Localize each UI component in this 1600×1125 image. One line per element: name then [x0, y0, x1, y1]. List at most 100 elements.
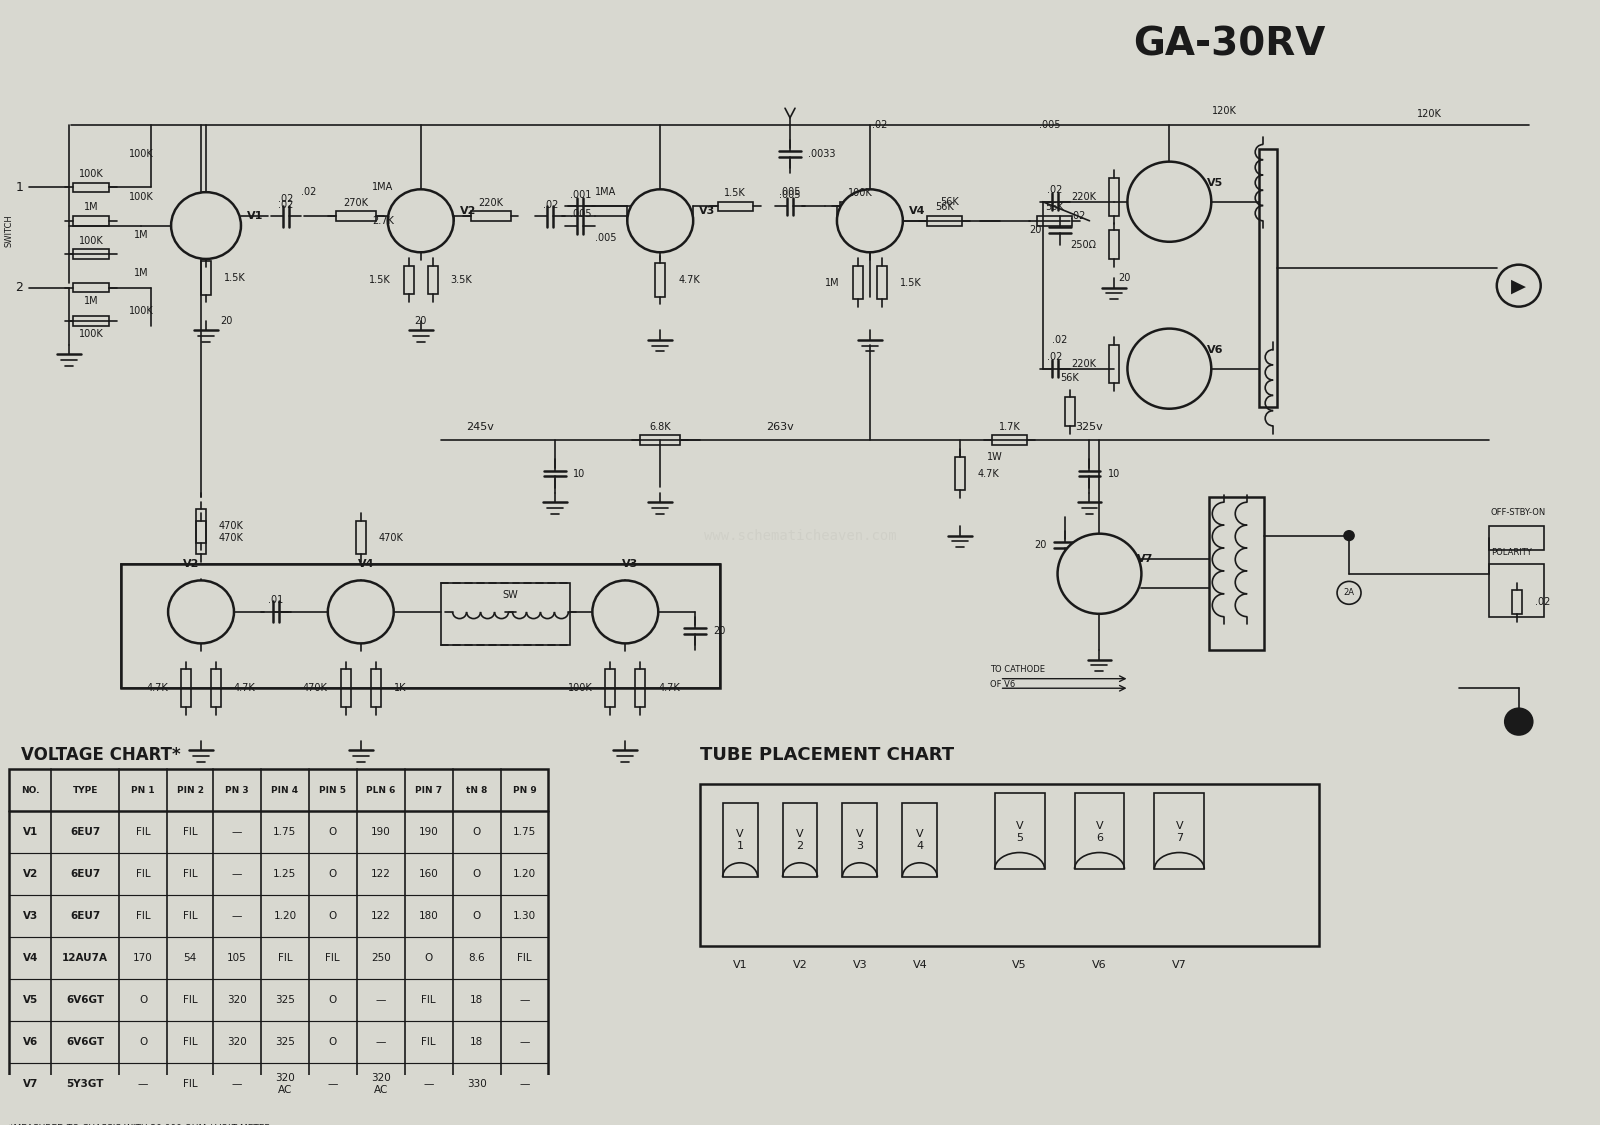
Text: 12AU7A: 12AU7A — [62, 953, 109, 963]
Text: 100K: 100K — [128, 306, 154, 316]
Bar — [1490, 526, 1544, 550]
Text: 190: 190 — [371, 827, 390, 837]
Text: —: — — [232, 911, 242, 921]
Text: 1.20: 1.20 — [514, 870, 536, 880]
Text: 18: 18 — [470, 996, 483, 1005]
Bar — [782, 803, 818, 878]
Text: .005: .005 — [779, 187, 800, 197]
Bar — [1075, 793, 1125, 870]
Text: O: O — [424, 953, 432, 963]
Bar — [1064, 397, 1075, 426]
Text: 320: 320 — [227, 996, 246, 1005]
Text: 1.20: 1.20 — [274, 911, 296, 921]
Text: 20: 20 — [414, 316, 427, 326]
Text: —: — — [520, 1037, 530, 1047]
Text: .005: .005 — [570, 209, 590, 219]
Text: .02: .02 — [872, 120, 888, 130]
Text: 1W: 1W — [987, 452, 1003, 462]
Text: 6V6GT: 6V6GT — [66, 996, 104, 1005]
Text: 1.75: 1.75 — [514, 827, 536, 837]
Text: V6: V6 — [1206, 344, 1224, 354]
Bar — [701, 784, 1318, 946]
Text: O: O — [328, 827, 338, 837]
Text: 4.7K: 4.7K — [978, 469, 1000, 478]
Text: V5: V5 — [22, 996, 38, 1005]
Text: FIL: FIL — [136, 827, 150, 837]
Bar — [843, 803, 877, 878]
Text: 320: 320 — [227, 1037, 246, 1047]
Text: .02: .02 — [1070, 212, 1085, 220]
Text: PIN 4: PIN 4 — [272, 785, 299, 794]
Bar — [1109, 344, 1120, 383]
Text: 1.30: 1.30 — [514, 911, 536, 921]
Text: 470K: 470K — [219, 532, 243, 542]
Text: V4: V4 — [909, 206, 925, 216]
Bar — [1210, 497, 1264, 650]
Bar — [74, 316, 109, 326]
Bar — [1109, 178, 1120, 216]
Text: tN 8: tN 8 — [466, 785, 488, 794]
Text: FIL: FIL — [182, 911, 197, 921]
Text: .02: .02 — [1051, 335, 1067, 345]
Bar — [202, 261, 211, 295]
Text: 4.7K: 4.7K — [146, 683, 168, 693]
Bar — [122, 565, 720, 688]
Text: 1M: 1M — [134, 268, 149, 278]
Text: 10: 10 — [1107, 469, 1120, 478]
Text: —: — — [520, 1079, 530, 1089]
Text: 1.5K: 1.5K — [224, 273, 246, 284]
Text: V1: V1 — [22, 827, 38, 837]
Circle shape — [328, 580, 394, 643]
Text: 122: 122 — [371, 911, 390, 921]
Text: PN 1: PN 1 — [131, 785, 155, 794]
Bar — [211, 669, 221, 708]
Text: 6V6GT: 6V6GT — [66, 1037, 104, 1047]
Bar — [902, 803, 938, 878]
Text: V3: V3 — [699, 206, 715, 216]
Circle shape — [592, 580, 658, 643]
Text: .005: .005 — [595, 233, 616, 243]
Text: 100K: 100K — [78, 169, 104, 179]
Circle shape — [1504, 709, 1533, 735]
Text: 5Y3GT: 5Y3GT — [67, 1079, 104, 1089]
Text: OF V6: OF V6 — [990, 680, 1014, 688]
Text: 120K: 120K — [1416, 109, 1442, 119]
Text: 470K: 470K — [302, 683, 328, 693]
Text: 10: 10 — [573, 469, 586, 478]
Text: FIL: FIL — [182, 1079, 197, 1089]
Text: V7: V7 — [1138, 555, 1154, 565]
Text: NO.: NO. — [21, 785, 40, 794]
Text: FIL: FIL — [136, 870, 150, 880]
Text: —: — — [138, 1079, 149, 1089]
Text: 4.7K: 4.7K — [678, 274, 699, 285]
Text: 100K: 100K — [128, 148, 154, 159]
Text: V2: V2 — [459, 206, 475, 216]
Text: PIN 2: PIN 2 — [176, 785, 203, 794]
Circle shape — [837, 189, 902, 252]
Text: FIL: FIL — [136, 911, 150, 921]
Text: V
6: V 6 — [1096, 821, 1104, 843]
Text: .001: .001 — [570, 190, 590, 200]
Text: 20: 20 — [1029, 225, 1042, 235]
Text: 120K: 120K — [1211, 106, 1237, 116]
Text: V4: V4 — [357, 559, 374, 569]
Text: —: — — [232, 827, 242, 837]
Text: 1.5K: 1.5K — [899, 278, 922, 288]
Text: —: — — [232, 870, 242, 880]
Bar — [74, 250, 109, 259]
Text: FIL: FIL — [325, 953, 341, 963]
Text: 1M: 1M — [83, 296, 99, 306]
Text: V5: V5 — [1013, 960, 1027, 970]
Bar — [1037, 216, 1072, 226]
Text: V4: V4 — [22, 953, 38, 963]
Text: 2.7K: 2.7K — [371, 216, 394, 226]
Text: V
7: V 7 — [1176, 821, 1182, 843]
Text: V4: V4 — [912, 960, 926, 970]
Bar — [470, 212, 510, 220]
Bar — [74, 216, 109, 226]
Text: 6EU7: 6EU7 — [70, 870, 101, 880]
Text: V
2: V 2 — [797, 829, 803, 850]
Text: —: — — [328, 1079, 338, 1089]
Text: FIL: FIL — [182, 1037, 197, 1047]
Bar — [992, 435, 1027, 446]
